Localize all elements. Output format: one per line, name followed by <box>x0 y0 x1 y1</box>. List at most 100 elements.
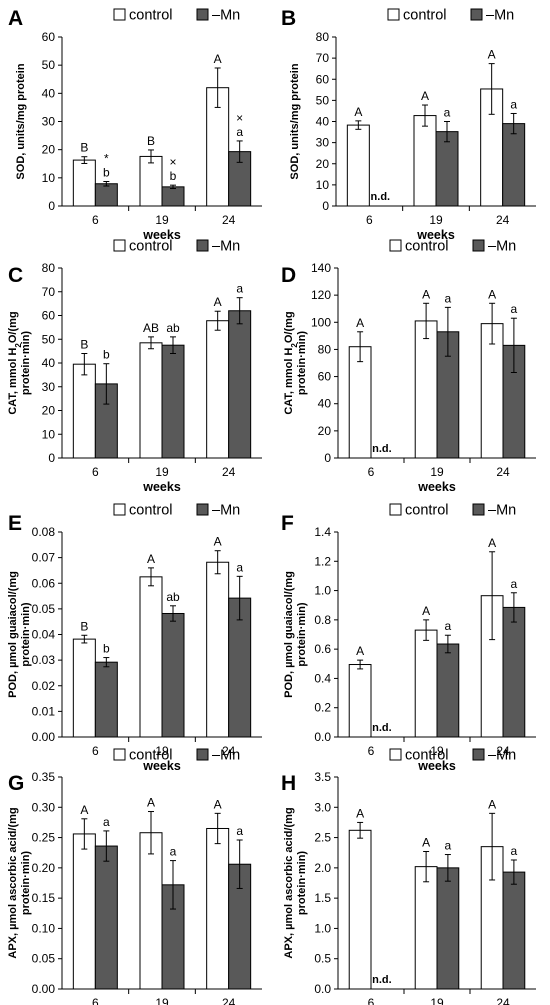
legend-swatch-control <box>389 239 402 252</box>
bar-mn <box>502 606 526 738</box>
y-tick-label: 10 <box>42 171 56 185</box>
y-tick-label: 10 <box>42 427 56 441</box>
y-tick-label: 50 <box>42 58 56 72</box>
panel-a: A 0 10 20 30 40 50 60 6 19 24 weeks SOD, units/mg pr… <box>8 7 262 242</box>
bar-mn <box>94 845 118 990</box>
panel-e: E 0.00 0.01 0.02 0.03 0.04 0.05 0.06 0.07 0.08 6 19… <box>7 503 262 773</box>
x-tick-label: 6 <box>92 465 99 479</box>
y-tick-label: 0.00 <box>32 730 56 744</box>
y-label-part: CAT, mmol H <box>7 348 19 415</box>
legend-swatch-control <box>389 748 402 761</box>
significance-letter: A <box>214 52 222 66</box>
bar-control <box>206 827 230 990</box>
y-tick-label: 0 <box>322 199 329 213</box>
x-tick-label: 24 <box>496 213 510 227</box>
bar-mn <box>161 186 185 207</box>
y-tick-label: 0.03 <box>32 653 56 667</box>
y-tick-label: 1.2 <box>314 554 331 568</box>
y-label-subscript: 2 <box>290 343 299 348</box>
significance-letter: B <box>80 141 88 155</box>
x-tick-label: 19 <box>430 465 444 479</box>
x-axis-label: weeks <box>142 759 181 773</box>
significance-letter: a <box>236 824 243 838</box>
bar-control <box>413 115 437 207</box>
x-tick-label: 19 <box>430 744 444 758</box>
y-tick-label: 60 <box>318 370 332 384</box>
y-tick-label: 0.10 <box>32 921 56 935</box>
bar-mn <box>94 183 118 207</box>
y-tick-label: 1.0 <box>314 584 331 598</box>
y-tick-label: 40 <box>316 115 330 129</box>
x-axis-label: weeks <box>417 759 456 773</box>
bar-control <box>72 159 96 207</box>
bar-control <box>139 576 163 738</box>
y-tick-label: 60 <box>316 72 330 86</box>
legend-label-control: control <box>405 748 449 764</box>
legend-label-control: control <box>129 239 173 255</box>
significance-letter: A <box>214 295 222 309</box>
significance-letter: A <box>422 604 430 618</box>
x-tick-label: 24 <box>496 996 510 1005</box>
y-tick-label: 0.15 <box>32 891 56 905</box>
y-label-part: O <box>7 334 19 343</box>
bar-mn <box>94 661 118 738</box>
legend-label-mn: –Mn <box>212 748 240 764</box>
legend-label-control: control <box>129 503 173 519</box>
y-tick-label: 0.35 <box>32 770 56 784</box>
not-detected-label: n.d. <box>372 443 392 455</box>
y-tick-label: 0.5 <box>314 952 331 966</box>
y-axis-label-line1: POD, µmol guaiacol/(mg <box>283 571 295 698</box>
y-tick-label: 70 <box>316 51 330 65</box>
y-tick-label: 40 <box>318 397 332 411</box>
not-detected-label: n.d. <box>372 974 392 986</box>
y-tick-label: 0.30 <box>32 800 56 814</box>
x-tick-label: 24 <box>222 744 236 758</box>
x-tick-label: 6 <box>92 996 99 1005</box>
y-tick-label: 3.5 <box>314 770 331 784</box>
bar-mn <box>435 131 459 207</box>
legend-label-control: control <box>129 748 173 764</box>
panel-letter: D <box>281 264 296 287</box>
significance-letter: A <box>488 287 496 301</box>
significance-letter: AB <box>143 321 159 335</box>
panel-letter: G <box>8 772 24 795</box>
y-tick-label: 0.4 <box>314 671 331 685</box>
panel-letter: E <box>8 512 22 535</box>
y-tick-label: 100 <box>311 315 331 329</box>
x-axis-label: weeks <box>142 480 181 494</box>
y-tick-label: 0.01 <box>32 704 56 718</box>
bar-control <box>348 829 372 990</box>
x-axis-label: weeks <box>416 228 455 242</box>
legend-swatch-control <box>113 8 126 21</box>
bar-control <box>206 561 230 738</box>
panel-letter: A <box>8 7 23 30</box>
y-tick-label: 30 <box>316 136 330 150</box>
y-axis-label-line2: protein·min) <box>20 602 32 666</box>
significance-letter: a <box>236 125 243 139</box>
bar-mn <box>502 871 526 990</box>
legend-label-mn: –Mn <box>488 503 516 519</box>
significance-letter: B <box>80 619 88 633</box>
y-axis-label-line2: protein·min) <box>20 851 32 915</box>
bar-control <box>72 638 96 738</box>
significance-letter: a <box>511 577 518 591</box>
bar-control <box>139 155 163 207</box>
panel-f: F 0.0 0.2 0.4 0.6 0.8 1.0 1.2 1.4 6 19 24 weeks POD, … <box>281 503 536 773</box>
y-tick-label: 0.05 <box>32 602 56 616</box>
bar-mn <box>161 612 185 738</box>
x-tick-label: 19 <box>155 744 169 758</box>
significance-letter: A <box>214 797 222 811</box>
y-tick-label: 0.05 <box>32 952 56 966</box>
y-tick-label: 20 <box>318 424 332 438</box>
significance-letter: a <box>511 302 518 316</box>
y-axis-label-line1: APX, µmol ascorbic acid/(mg <box>283 807 295 958</box>
significance-letter: b <box>103 348 110 362</box>
y-tick-label: 0.00 <box>32 982 56 996</box>
y-tick-label: 80 <box>316 30 330 44</box>
y-tick-label: 0.20 <box>32 861 56 875</box>
legend-label-control: control <box>403 8 447 24</box>
y-axis-label: SOD, units/mg protein <box>15 63 27 179</box>
x-tick-label: 6 <box>368 744 375 758</box>
x-tick-label: 19 <box>155 465 169 479</box>
significance-letter: a <box>445 291 452 305</box>
